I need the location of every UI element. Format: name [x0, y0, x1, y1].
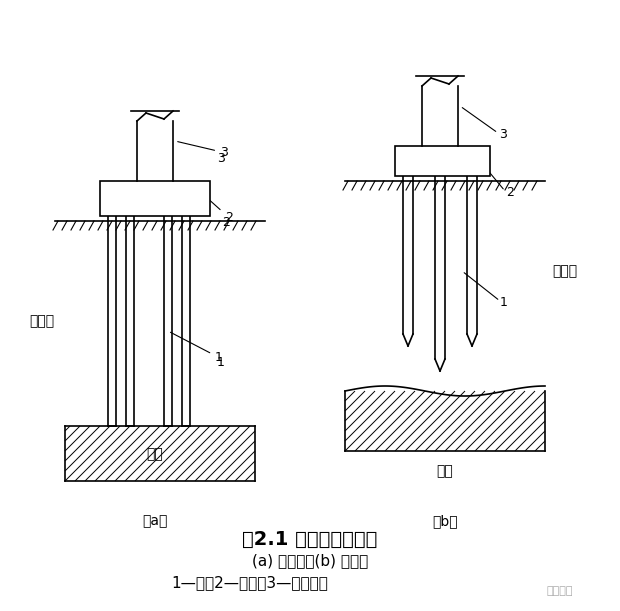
Text: 1—桩；2—承台；3—上部结构: 1—桩；2—承台；3—上部结构: [172, 576, 329, 590]
Bar: [100, 181, 210, 216]
Polygon shape: [345, 386, 545, 451]
Text: 2: 2: [506, 186, 514, 200]
Text: 3: 3: [178, 142, 228, 159]
Text: 硬层: 硬层: [436, 464, 453, 478]
Text: （a）: （a）: [143, 514, 167, 528]
Bar: [65, 426, 255, 481]
Text: 1: 1: [217, 356, 225, 370]
Text: 1: 1: [170, 332, 223, 364]
Text: 1: 1: [500, 296, 508, 310]
Text: 硬层: 硬层: [146, 447, 164, 461]
Text: 3: 3: [217, 152, 225, 164]
Text: 2: 2: [222, 216, 230, 230]
Text: 软土层: 软土层: [552, 264, 578, 278]
Text: （b）: （b）: [432, 514, 458, 528]
Text: 3: 3: [499, 128, 507, 142]
Bar: [395, 146, 490, 176]
Text: (a) 端承桩；(b) 摩擦桩: (a) 端承桩；(b) 摩擦桩: [252, 554, 368, 568]
Text: 2: 2: [207, 198, 233, 224]
Text: 软土层: 软土层: [29, 314, 55, 328]
Text: 图2.1 端承桩与摩擦桩: 图2.1 端承桩与摩擦桩: [242, 530, 378, 549]
Text: 上海工地: 上海工地: [547, 586, 574, 596]
